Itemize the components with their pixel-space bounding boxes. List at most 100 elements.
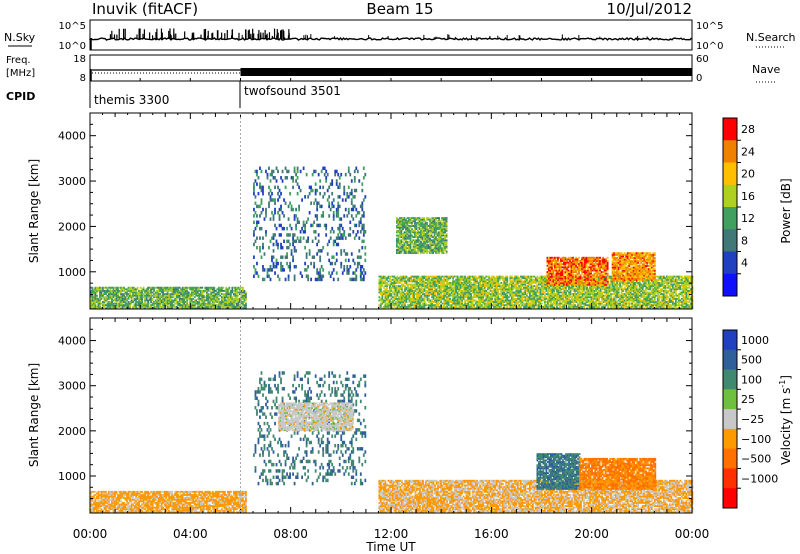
power-cell	[396, 299, 399, 302]
power-cell	[130, 301, 133, 303]
power-cell	[168, 286, 171, 289]
power-cell	[208, 289, 211, 292]
power-cell	[130, 299, 133, 302]
power-cell	[402, 293, 405, 296]
power-cell	[211, 296, 214, 299]
power-cell	[111, 293, 113, 296]
power-cell	[214, 289, 217, 292]
power-cell	[223, 302, 226, 305]
power-cell	[402, 301, 405, 303]
power-cell	[172, 288, 175, 291]
power-cell	[189, 299, 192, 302]
power-cell	[401, 275, 403, 278]
power-cell	[407, 285, 409, 288]
power-cell	[388, 302, 391, 305]
power-cell	[90, 291, 92, 294]
power-cell	[231, 304, 234, 307]
power-cell	[90, 304, 92, 307]
power-cell	[187, 294, 190, 297]
power-cell	[94, 294, 97, 297]
power-cell	[414, 307, 417, 310]
power-cell	[193, 286, 196, 289]
power-cell	[153, 307, 156, 310]
power-cell	[136, 301, 139, 303]
power-cell	[398, 285, 400, 288]
power-cell	[413, 286, 415, 289]
power-cell	[422, 280, 424, 283]
power-cell	[169, 299, 172, 302]
power-cell	[120, 288, 122, 291]
power-cell	[420, 283, 423, 286]
power-cell	[112, 296, 115, 299]
power-cell	[225, 286, 228, 289]
power-cell	[378, 285, 381, 288]
power-cell	[103, 305, 106, 308]
power-cell	[108, 293, 110, 296]
power-cell	[392, 302, 394, 305]
power-cell	[186, 293, 189, 296]
power-cell	[420, 280, 423, 283]
power-cell	[416, 278, 418, 281]
power-cell	[245, 291, 247, 294]
power-cell	[428, 288, 430, 291]
power-cell	[112, 289, 115, 292]
power-cell	[147, 296, 149, 299]
power-cell	[154, 301, 157, 303]
power-cell	[402, 277, 405, 280]
power-cell	[123, 301, 125, 303]
power-cell	[384, 285, 387, 288]
power-cell	[417, 299, 420, 302]
power-cell	[225, 307, 228, 310]
power-cell	[181, 301, 184, 303]
power-cell	[426, 289, 429, 292]
power-cell	[168, 302, 171, 305]
power-cell	[150, 305, 153, 308]
power-cell	[198, 296, 201, 299]
power-cell	[404, 289, 406, 292]
power-cell	[201, 299, 204, 302]
power-cell	[417, 291, 420, 294]
power-cell	[96, 294, 98, 297]
power-cell	[232, 293, 235, 296]
power-cell	[108, 286, 110, 289]
power-cell	[117, 299, 119, 302]
power-cell	[240, 286, 243, 289]
power-cell	[243, 304, 246, 307]
power-cell	[210, 297, 213, 300]
power-cell	[145, 289, 148, 292]
power-cell	[145, 288, 148, 291]
power-cell	[106, 304, 109, 307]
power-cell	[120, 304, 122, 307]
power-cell	[381, 301, 384, 303]
power-cell	[381, 307, 384, 310]
power-cell	[141, 301, 143, 303]
power-cell	[395, 278, 397, 281]
power-cell	[171, 307, 174, 310]
power-cell	[242, 301, 244, 303]
power-cell	[404, 299, 406, 302]
power-cell	[216, 291, 219, 294]
power-cell	[105, 299, 107, 302]
power-cell	[382, 307, 385, 310]
power-cell	[184, 297, 187, 300]
power-cell	[419, 293, 421, 296]
power-cell	[160, 288, 163, 291]
power-cell	[189, 297, 192, 300]
power-cell	[408, 289, 411, 292]
power-cell	[165, 302, 168, 305]
power-cell	[410, 302, 412, 305]
power-cell	[163, 297, 166, 300]
power-cell	[399, 294, 402, 297]
power-cell	[159, 302, 162, 305]
power-cell	[237, 301, 240, 303]
power-cell	[139, 289, 142, 292]
power-cell	[109, 297, 112, 300]
power-cell	[96, 288, 98, 291]
power-cell	[112, 286, 115, 289]
power-cell	[392, 285, 394, 288]
power-cell	[392, 307, 394, 310]
power-cell	[419, 297, 421, 300]
power-cell	[163, 302, 166, 305]
power-cell	[198, 301, 201, 303]
power-cell	[187, 297, 190, 300]
